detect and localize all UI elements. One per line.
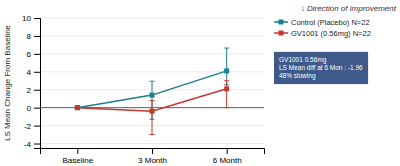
grid-line bbox=[40, 18, 264, 19]
point bbox=[224, 68, 229, 73]
error-bar-cap bbox=[224, 48, 229, 49]
y-tick: -2 bbox=[24, 122, 40, 131]
x-tick: Baseline bbox=[62, 148, 93, 165]
x-axis-line bbox=[41, 149, 265, 155]
y-tick-mark bbox=[34, 108, 40, 109]
x-tick-mark bbox=[227, 148, 228, 154]
x-tick-mark bbox=[152, 148, 153, 154]
y-tick: 4 bbox=[27, 68, 40, 77]
point bbox=[224, 86, 229, 91]
y-tick-label: 0 bbox=[27, 104, 32, 113]
y-tick-label: -2 bbox=[24, 122, 32, 131]
legend-label: GV1001 (0.56mg) N=22 bbox=[291, 29, 371, 38]
x-axis: Baseline 3 Month 6 Month bbox=[41, 148, 265, 165]
y-tick-mark bbox=[34, 72, 40, 73]
legend: Control (Placebo) N=22 GV1001 (0.56mg) N=… bbox=[274, 18, 371, 38]
legend-label: Control (Placebo) N=22 bbox=[291, 18, 370, 27]
error-bar bbox=[224, 48, 229, 85]
y-axis-line bbox=[34, 19, 41, 149]
legend-marker bbox=[279, 20, 284, 25]
direction-note: ↓ Direction of improvement bbox=[301, 4, 397, 13]
error-bar bbox=[150, 81, 155, 119]
y-tick-label: 4 bbox=[27, 68, 32, 77]
error-bar bbox=[150, 100, 155, 134]
legend-item: GV1001 (0.56mg) N=22 bbox=[274, 29, 371, 38]
y-tick: 2 bbox=[27, 86, 40, 95]
x-tick-mark bbox=[77, 148, 78, 154]
legend-marker bbox=[279, 31, 284, 36]
y-tick-mark bbox=[34, 126, 40, 127]
legend-item: Control (Placebo) N=22 bbox=[274, 18, 370, 27]
y-tick-mark bbox=[34, 36, 40, 37]
y-tick: 8 bbox=[27, 32, 40, 41]
x-tick: 3 Month bbox=[138, 148, 167, 165]
x-tick-label: 6 Month bbox=[213, 156, 242, 165]
series-1 bbox=[75, 81, 229, 135]
error-bar-stem bbox=[152, 100, 153, 134]
grid-line bbox=[40, 53, 264, 54]
grid bbox=[40, 18, 264, 144]
annotation-line: LS Mean diff at 6 Mon : -1.96 bbox=[279, 64, 363, 71]
error-bar-stem bbox=[226, 48, 227, 85]
grid-line bbox=[40, 143, 264, 144]
y-tick-mark bbox=[34, 144, 40, 145]
y-tick: 10 bbox=[22, 14, 40, 23]
y-tick-label: 2 bbox=[27, 86, 32, 95]
annotation-text: GV1001 0.56mgLS Mean diff at 6 Mon : -1.… bbox=[279, 56, 363, 80]
annotation-line: GV1001 0.56mg bbox=[279, 56, 327, 64]
grid-line bbox=[40, 35, 264, 36]
y-tick-mark bbox=[34, 90, 40, 91]
y-tick: -4 bbox=[24, 140, 40, 149]
y-tick-label: 10 bbox=[22, 14, 31, 23]
point bbox=[150, 109, 155, 114]
annotation-line: 48% slowing bbox=[279, 72, 316, 80]
plot-area: -4 -2 0 2 4 6 8 10 Baseline 3 Month 6 Month bbox=[22, 14, 264, 165]
y-axis-title: LS Mean Change From Baseline bbox=[3, 24, 12, 141]
error-bar-cap bbox=[150, 134, 155, 135]
chart-svg: -4 -2 0 2 4 6 8 10 Baseline 3 Month 6 Month LS Mean… bbox=[0, 0, 400, 166]
x-tick-label: 3 Month bbox=[138, 156, 167, 165]
y-axis: -4 -2 0 2 4 6 8 10 bbox=[22, 14, 40, 149]
y-tick: 6 bbox=[27, 50, 40, 59]
x-tick-label: Baseline bbox=[62, 156, 93, 165]
y-tick-mark bbox=[34, 54, 40, 55]
point bbox=[75, 105, 80, 110]
error-bar-cap bbox=[150, 100, 155, 101]
y-tick: 0 bbox=[27, 104, 40, 113]
error-bar-stem bbox=[226, 81, 227, 108]
point bbox=[75, 105, 80, 110]
x-tick: 6 Month bbox=[213, 148, 242, 165]
annotation-box: GV1001 0.56mgLS Mean diff at 6 Mon : -1.… bbox=[274, 52, 368, 84]
error-bar-cap bbox=[224, 80, 229, 81]
marks bbox=[75, 48, 229, 135]
error-bar bbox=[224, 81, 229, 108]
error-bar-cap bbox=[224, 107, 229, 108]
annotation-background bbox=[274, 52, 368, 84]
y-tick-label: 6 bbox=[27, 50, 32, 59]
y-tick-label: 8 bbox=[27, 32, 32, 41]
y-tick-label: -4 bbox=[24, 140, 32, 149]
point bbox=[150, 93, 155, 98]
grid-line bbox=[40, 71, 264, 72]
error-bar-cap bbox=[150, 81, 155, 82]
y-tick-mark bbox=[34, 18, 40, 19]
